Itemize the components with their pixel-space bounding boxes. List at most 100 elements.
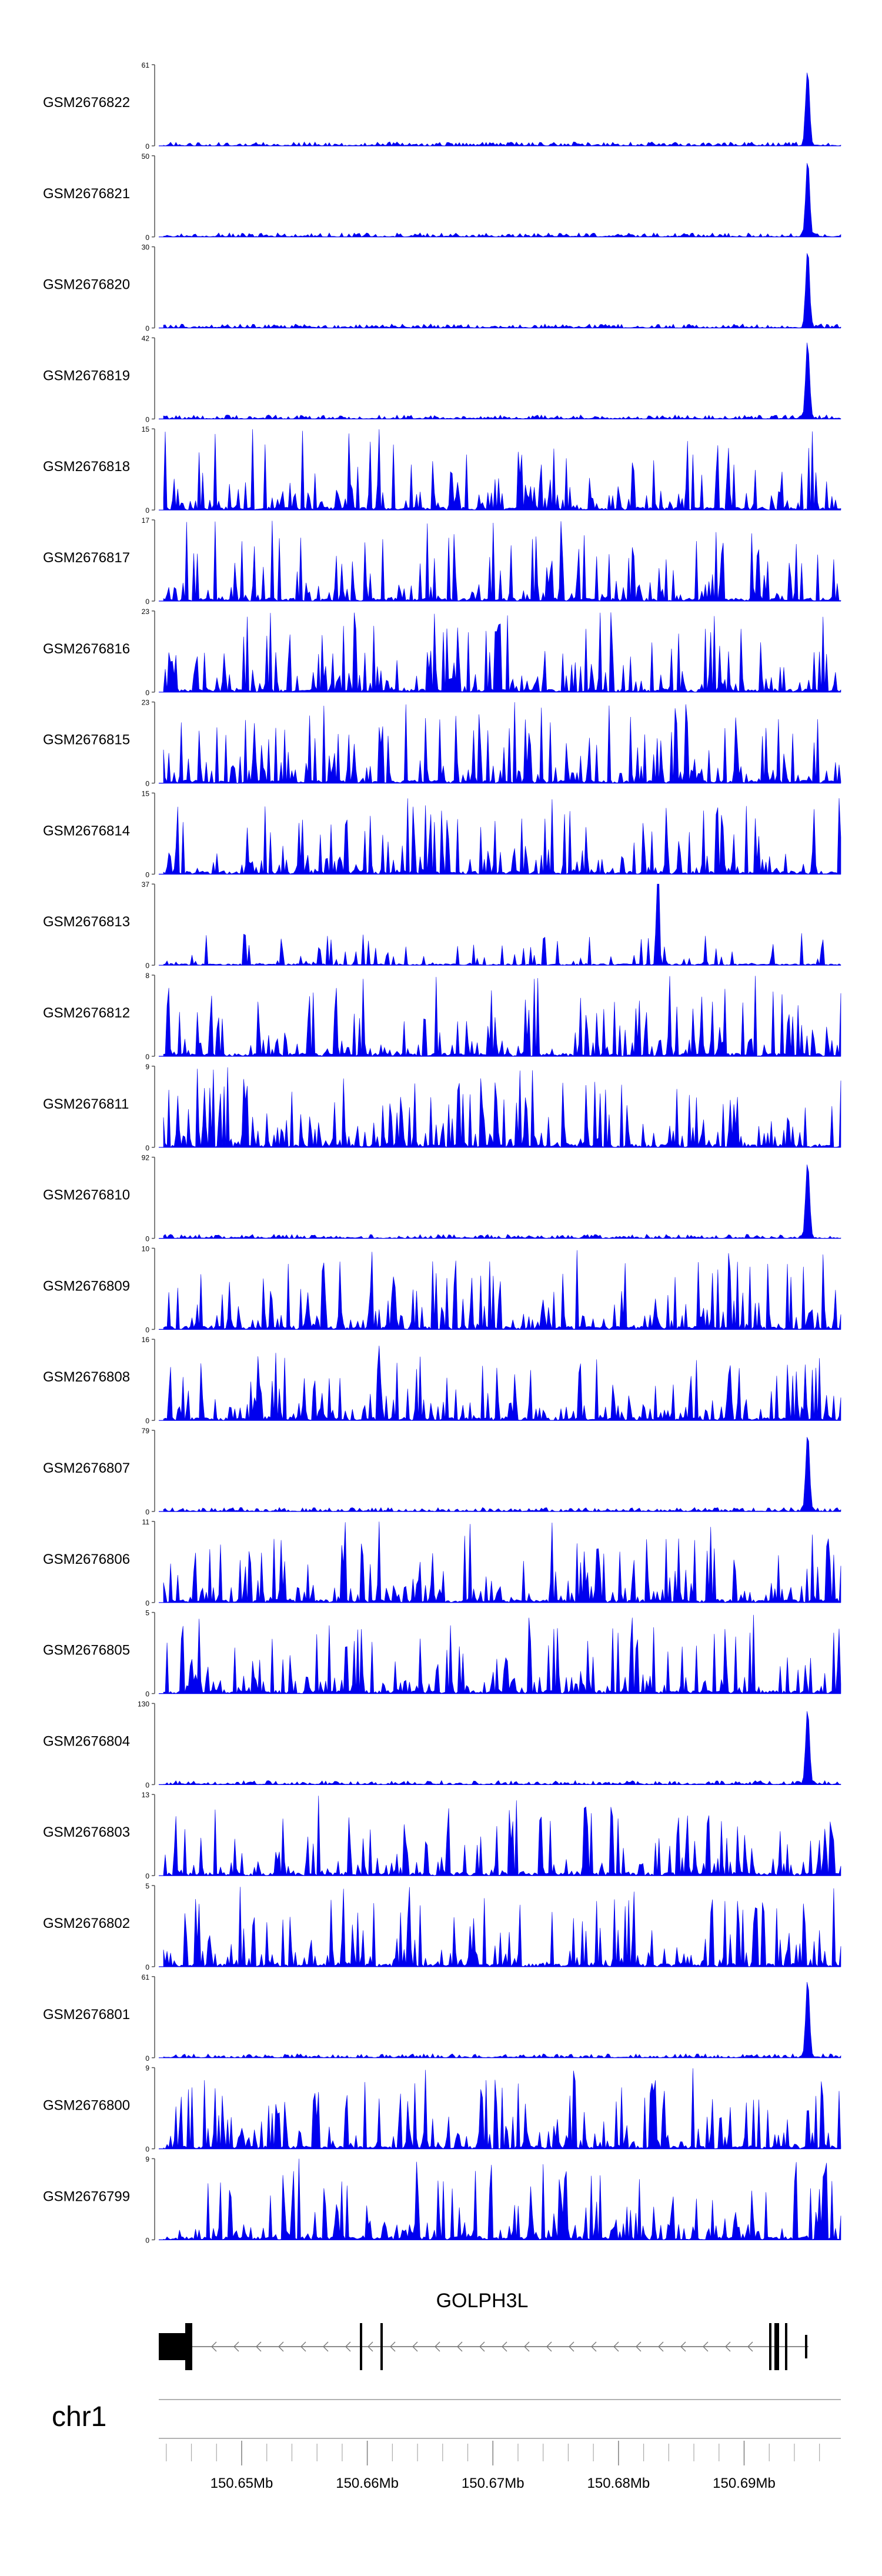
track-label: GSM2676818 xyxy=(43,459,130,475)
track-label: GSM2676810 xyxy=(43,1187,130,1203)
signal-area xyxy=(163,1711,841,1786)
exon xyxy=(769,2323,771,2370)
exon xyxy=(159,2333,189,2360)
signal-area xyxy=(163,72,841,146)
chromosome-ideogram: chr1 xyxy=(52,2399,841,2439)
strand-arrow xyxy=(747,2341,753,2352)
gene-track: GOLPH3L xyxy=(159,2290,808,2370)
signal-area xyxy=(163,429,841,510)
signal-area xyxy=(163,612,841,693)
strand-arrow xyxy=(546,2341,552,2352)
exon xyxy=(785,2323,787,2370)
y-axis-max-label: 9 xyxy=(145,1063,149,1071)
signal-area xyxy=(163,520,841,602)
strand-arrow xyxy=(524,2341,530,2352)
y-axis-min-label: 0 xyxy=(145,1872,149,1880)
track-GSM2676818: GSM2676818 15 0 xyxy=(43,425,841,515)
y-axis-min-label: 0 xyxy=(145,506,149,515)
signal-area xyxy=(163,702,841,784)
y-axis-min-label: 0 xyxy=(145,2054,149,2063)
signal-area xyxy=(163,1521,841,1603)
track-GSM2676802: GSM2676802 5 0 xyxy=(43,1882,841,1971)
strand-arrow xyxy=(211,2341,217,2352)
track-GSM2676806: GSM2676806 11 0 xyxy=(43,1518,841,1607)
track-GSM2676808: GSM2676808 16 0 xyxy=(43,1336,841,1425)
gene-label: GOLPH3L xyxy=(436,2290,529,2312)
signal-area xyxy=(163,342,841,419)
exon xyxy=(185,2323,192,2370)
y-axis-max-label: 16 xyxy=(142,1336,150,1344)
x-axis-tick-label: 150.68Mb xyxy=(587,2475,650,2491)
track-label: GSM2676799 xyxy=(43,2188,130,2204)
y-axis-min-label: 0 xyxy=(145,415,149,423)
y-axis-max-label: 61 xyxy=(142,1973,150,1981)
x-axis-tick-label: 150.65Mb xyxy=(211,2475,273,2491)
track-label: GSM2676822 xyxy=(43,95,130,111)
track-label: GSM2676813 xyxy=(43,914,130,930)
y-axis-max-label: 13 xyxy=(142,1791,150,1799)
y-axis-max-label: 5 xyxy=(145,1882,149,1890)
y-axis-max-label: 23 xyxy=(142,608,150,616)
signal-area xyxy=(163,1982,841,2058)
signal-area xyxy=(163,1067,841,1148)
signal-area xyxy=(163,163,841,238)
track-label: GSM2676807 xyxy=(43,1460,130,1476)
track-GSM2676822: GSM2676822 61 0 xyxy=(43,61,841,151)
strand-arrow xyxy=(479,2341,485,2352)
y-axis-max-label: 42 xyxy=(142,334,150,342)
track-label: GSM2676806 xyxy=(43,1551,130,1567)
y-axis-min-label: 0 xyxy=(145,1963,149,1971)
track-GSM2676800: GSM2676800 9 0 xyxy=(43,2064,841,2154)
y-axis-min-label: 0 xyxy=(145,2236,149,2244)
y-axis-min-label: 0 xyxy=(145,2145,149,2154)
track-GSM2676803: GSM2676803 13 0 xyxy=(43,1791,841,1880)
y-axis-min-label: 0 xyxy=(145,598,149,606)
y-axis-min-label: 0 xyxy=(145,1781,149,1789)
strand-arrow xyxy=(345,2341,351,2352)
track-GSM2676817: GSM2676817 17 0 xyxy=(43,516,841,606)
y-axis-min-label: 0 xyxy=(145,689,149,697)
track-GSM2676799: GSM2676799 9 0 xyxy=(43,2155,841,2244)
exon xyxy=(774,2323,779,2370)
y-axis-min-label: 0 xyxy=(145,142,149,151)
y-axis-min-label: 0 xyxy=(145,1326,149,1334)
strand-arrow xyxy=(233,2341,239,2352)
y-axis-max-label: 15 xyxy=(142,789,150,798)
track-GSM2676805: GSM2676805 5 0 xyxy=(43,1609,841,1699)
track-label: GSM2676817 xyxy=(43,550,130,566)
y-axis-min-label: 0 xyxy=(145,1417,149,1425)
track-label: GSM2676801 xyxy=(43,2007,130,2023)
strand-arrow xyxy=(256,2341,262,2352)
track-GSM2676807: GSM2676807 79 0 xyxy=(43,1427,841,1516)
signal-area xyxy=(163,253,841,329)
strand-arrow xyxy=(300,2341,306,2352)
track-label: GSM2676815 xyxy=(43,732,130,748)
y-axis-max-label: 23 xyxy=(142,699,150,707)
strand-arrow xyxy=(658,2341,664,2352)
signal-area xyxy=(163,2068,841,2150)
track-label: GSM2676816 xyxy=(43,641,130,657)
track-GSM2676804: GSM2676804 130 0 xyxy=(43,1700,841,1789)
y-axis-max-label: 17 xyxy=(142,516,150,525)
y-axis-max-label: 50 xyxy=(142,152,150,161)
track-label: GSM2676804 xyxy=(43,1733,130,1749)
y-axis-min-label: 0 xyxy=(145,780,149,788)
strand-arrow xyxy=(703,2341,709,2352)
x-axis-tick-label: 150.67Mb xyxy=(462,2475,524,2491)
signal-area xyxy=(163,1437,841,1512)
signal-area xyxy=(163,1164,841,1239)
signal-area xyxy=(163,798,841,875)
y-axis-max-label: 10 xyxy=(142,1244,150,1253)
track-label: GSM2676805 xyxy=(43,1643,130,1659)
y-axis-max-label: 5 xyxy=(145,1609,149,1617)
track-GSM2676813: GSM2676813 37 0 xyxy=(43,880,841,970)
y-axis-max-label: 92 xyxy=(142,1154,150,1162)
signal-area xyxy=(163,883,841,966)
y-axis-min-label: 0 xyxy=(145,870,149,879)
track-GSM2676812: GSM2676812 8 0 xyxy=(43,972,841,1061)
chromosome-label: chr1 xyxy=(52,2401,106,2432)
track-GSM2676811: GSM2676811 9 0 xyxy=(43,1063,841,1152)
y-axis-min-label: 0 xyxy=(145,233,149,242)
y-axis-max-label: 9 xyxy=(145,2155,149,2163)
